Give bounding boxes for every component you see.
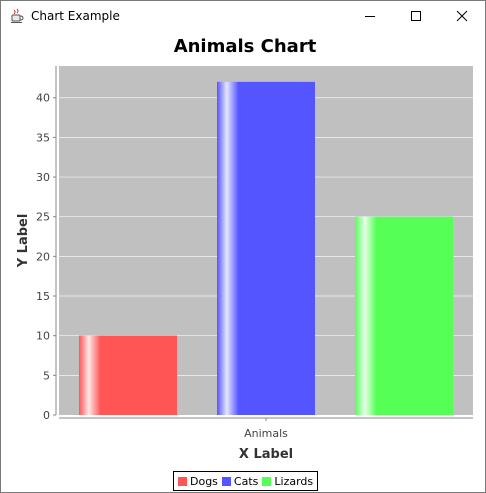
title-bar[interactable]: Chart Example xyxy=(1,1,485,31)
maximize-button[interactable] xyxy=(393,1,439,31)
maximize-icon xyxy=(411,11,421,21)
bar-dogs xyxy=(79,335,177,415)
x-tick-label: Animals xyxy=(244,427,288,440)
legend-item-dogs: Dogs xyxy=(178,475,218,488)
y-tick-label: 35 xyxy=(36,131,50,144)
chart-title: Animals Chart xyxy=(174,36,317,57)
y-tick-label: 20 xyxy=(36,250,50,263)
x-axis: Animals xyxy=(59,417,473,440)
java-cup-icon xyxy=(11,8,24,23)
bar-lizards xyxy=(355,216,453,415)
bar-chart: Animals Chart 0 5 10 15 20 25 30 35 40 Animals Y… xyxy=(16,36,473,462)
y-tick-label: 15 xyxy=(36,290,50,303)
y-tick-label: 40 xyxy=(36,92,50,105)
x-axis-label: X Label xyxy=(239,447,293,462)
y-axis-label: Y Label xyxy=(16,214,31,269)
legend-label: Lizards xyxy=(274,474,314,488)
y-tick-label: 30 xyxy=(36,171,50,184)
close-icon xyxy=(456,10,468,22)
window-title: Chart Example xyxy=(31,9,120,23)
y-tick-label: 0 xyxy=(43,409,50,422)
y-tick-label: 5 xyxy=(43,369,50,382)
legend-label: Dogs xyxy=(190,474,218,488)
legend-item-cats: Cats xyxy=(221,474,259,488)
legend-item-lizards: Lizards xyxy=(262,475,313,488)
y-tick-label: 10 xyxy=(36,330,50,343)
legend-swatch xyxy=(262,476,272,486)
legend-label: Cats xyxy=(233,474,259,488)
legend: Dogs Cats Lizards xyxy=(173,471,319,491)
minimize-button[interactable] xyxy=(347,1,393,31)
close-button[interactable] xyxy=(439,1,485,31)
bar-cats xyxy=(217,81,315,415)
y-axis: 0 5 10 15 20 25 30 35 40 xyxy=(36,66,57,422)
minimize-icon xyxy=(365,16,375,17)
chart-panel: Animals Chart 0 5 10 15 20 25 30 35 40 Animals Y… xyxy=(1,31,485,492)
y-tick-label: 25 xyxy=(36,211,50,224)
legend-swatch xyxy=(178,476,187,486)
bars xyxy=(79,81,453,415)
legend-swatch xyxy=(221,476,231,486)
